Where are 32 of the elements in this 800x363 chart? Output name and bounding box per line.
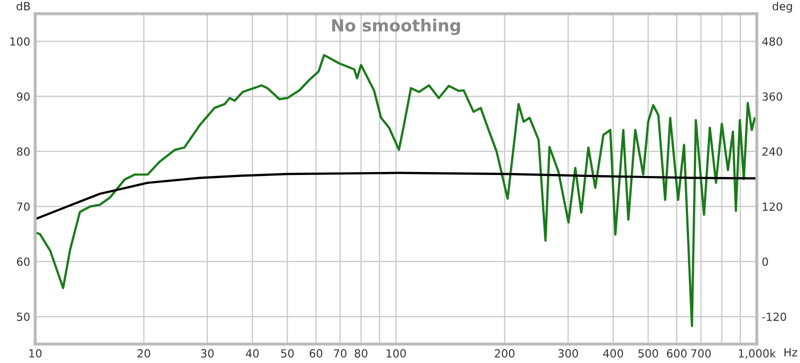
x-tick-label: 30 — [201, 349, 214, 358]
x-tick-label: 100 — [386, 349, 406, 358]
x-axis-title: Hz — [784, 348, 798, 356]
chart-title: No smoothing — [332, 18, 460, 36]
y2-axis-title: deg — [772, 2, 792, 13]
y2-tick-label: -120 — [762, 312, 786, 321]
x-tick-label: 40 — [246, 349, 259, 358]
y2-tick-label: 0 — [762, 258, 768, 266]
x-tick-label: 60 — [310, 349, 322, 358]
y-tick-label: 90 — [16, 92, 30, 101]
y-tick-label: 50 — [17, 312, 30, 321]
y-axis-title: dB — [16, 2, 30, 10]
y2-tick-label: 240 — [762, 147, 782, 156]
x-tick-label: 400 — [603, 349, 624, 358]
x-tick-label: 20 — [138, 349, 150, 358]
x-tick-label: 70 — [334, 349, 346, 358]
y-tick-label: 100 — [10, 37, 30, 46]
x-tick-label: 700 — [691, 349, 711, 358]
x-tick-label: 1,000k — [738, 348, 776, 359]
y-tick-label: 80 — [16, 147, 30, 156]
y2-tick-label: 360 — [762, 92, 782, 101]
x-tick-label: 80 — [354, 349, 368, 358]
x-tick-label: 50 — [281, 349, 294, 358]
x-tick-label: 600 — [666, 349, 687, 358]
x-tick-label: 200 — [494, 349, 514, 358]
y2-tick-label: 120 — [762, 202, 782, 211]
y2-tick-label: 480 — [762, 37, 782, 46]
y-tick-label: 70 — [17, 202, 30, 211]
x-tick-label: 300 — [558, 349, 578, 358]
y-tick-label: 60 — [16, 258, 30, 266]
x-tick-label: 500 — [638, 349, 658, 358]
x-tick-label: 10 — [29, 349, 42, 358]
